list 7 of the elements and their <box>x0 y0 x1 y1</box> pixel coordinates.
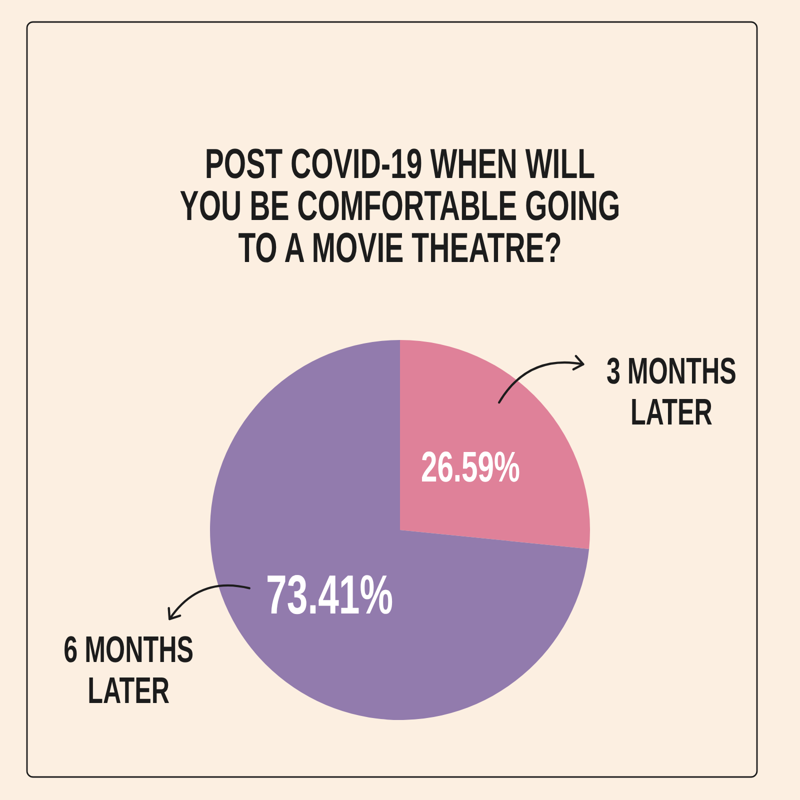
slice-label: 6 MONTHS LATER <box>64 628 194 712</box>
slice-label: 3 MONTHS LATER <box>606 350 736 433</box>
data-label: 26.59% <box>420 443 520 492</box>
data-label: 73.41% <box>266 563 394 626</box>
chart-title: POST COVID-19 WHEN WILL YOU BE COMFORTABLE GOING TO A MOVIE THEATRE? <box>180 139 620 272</box>
pie-slice <box>400 340 590 549</box>
pie-slice <box>210 340 590 720</box>
